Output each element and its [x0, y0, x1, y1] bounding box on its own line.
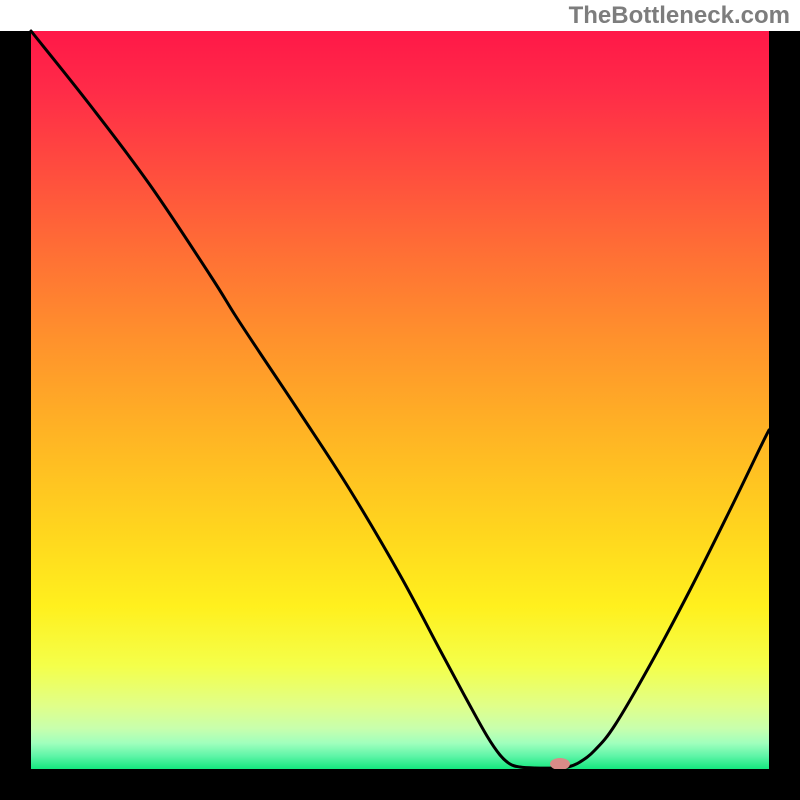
optimal-marker — [550, 758, 570, 770]
bottleneck-chart: TheBottleneck.com — [0, 0, 800, 800]
frame-bottom — [0, 769, 800, 800]
frame-right — [769, 31, 800, 769]
watermark-text: TheBottleneck.com — [569, 2, 790, 29]
plot-area — [31, 31, 769, 769]
frame-left — [0, 31, 31, 769]
